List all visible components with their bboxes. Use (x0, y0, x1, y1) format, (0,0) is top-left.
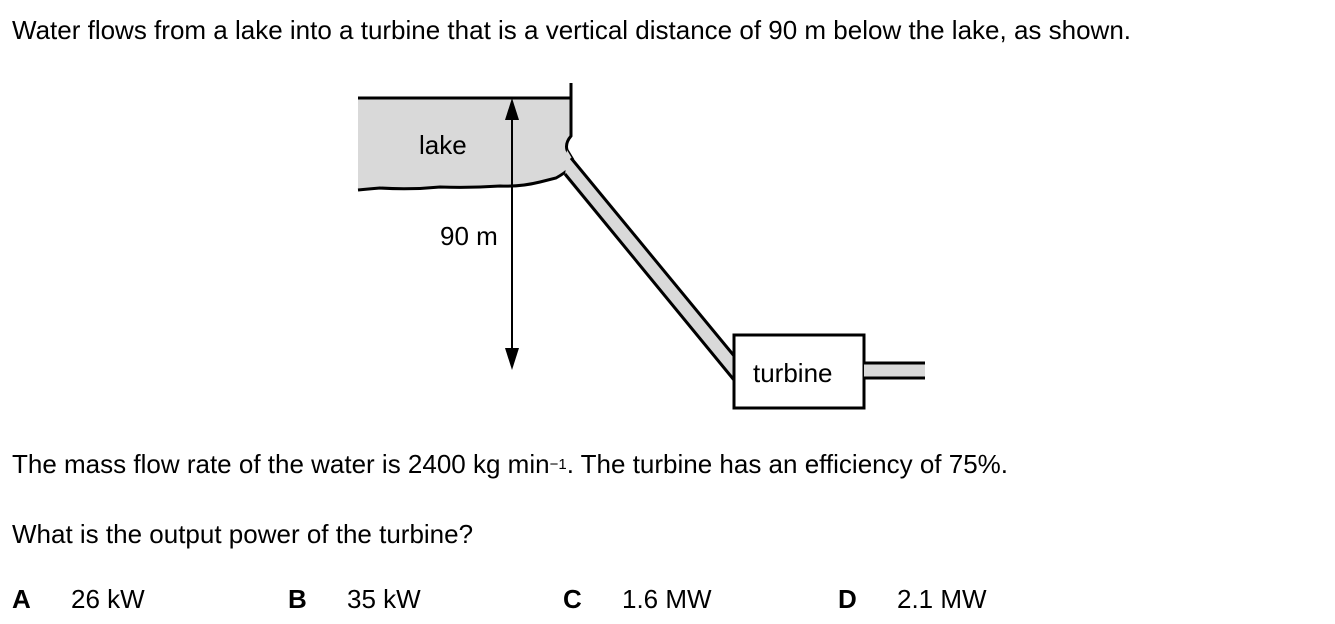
question-given: The mass flow rate of the water is 2400 … (12, 449, 1008, 484)
option-letter: D (838, 584, 857, 614)
turbine-label: turbine (753, 358, 833, 388)
option-value: 1.6 MW (622, 584, 712, 614)
lake-bed-line (357, 166, 572, 192)
pipe-upper-wall (569, 157, 737, 358)
option-letter: B (288, 584, 307, 614)
option-b[interactable]: B 35 kW (288, 584, 421, 614)
given-text-rest: . The turbine has an efficiency of 75%. (566, 449, 1009, 479)
turbine-box (732, 333, 866, 410)
height-arrow-head-top (505, 98, 519, 120)
lake-label: lake (419, 130, 467, 160)
option-c[interactable]: C 1.6 MW (563, 584, 712, 614)
option-a[interactable]: A 26 kW (12, 584, 145, 614)
option-letter: A (12, 584, 31, 614)
given-text-main: The mass flow rate of the water is 2400 … (12, 449, 550, 479)
pipe-lower-wall (563, 173, 736, 381)
option-value: 2.1 MW (897, 584, 987, 614)
option-d[interactable]: D 2.1 MW (838, 584, 987, 614)
lake-wall-line (565, 83, 575, 161)
option-value: 35 kW (347, 584, 421, 614)
height-label: 90 m (440, 221, 498, 251)
pipe-water (565, 150, 736, 380)
option-letter: C (563, 584, 582, 614)
height-arrow-head-bottom (505, 348, 519, 370)
outlet-pipe-water (864, 363, 925, 378)
lake-water (358, 98, 573, 190)
question-intro: Water flows from a lake into a turbine t… (12, 15, 1132, 45)
option-value: 26 kW (71, 584, 145, 614)
question-prompt: What is the output power of the turbine? (12, 519, 474, 549)
given-exponent: −1 (549, 456, 567, 473)
